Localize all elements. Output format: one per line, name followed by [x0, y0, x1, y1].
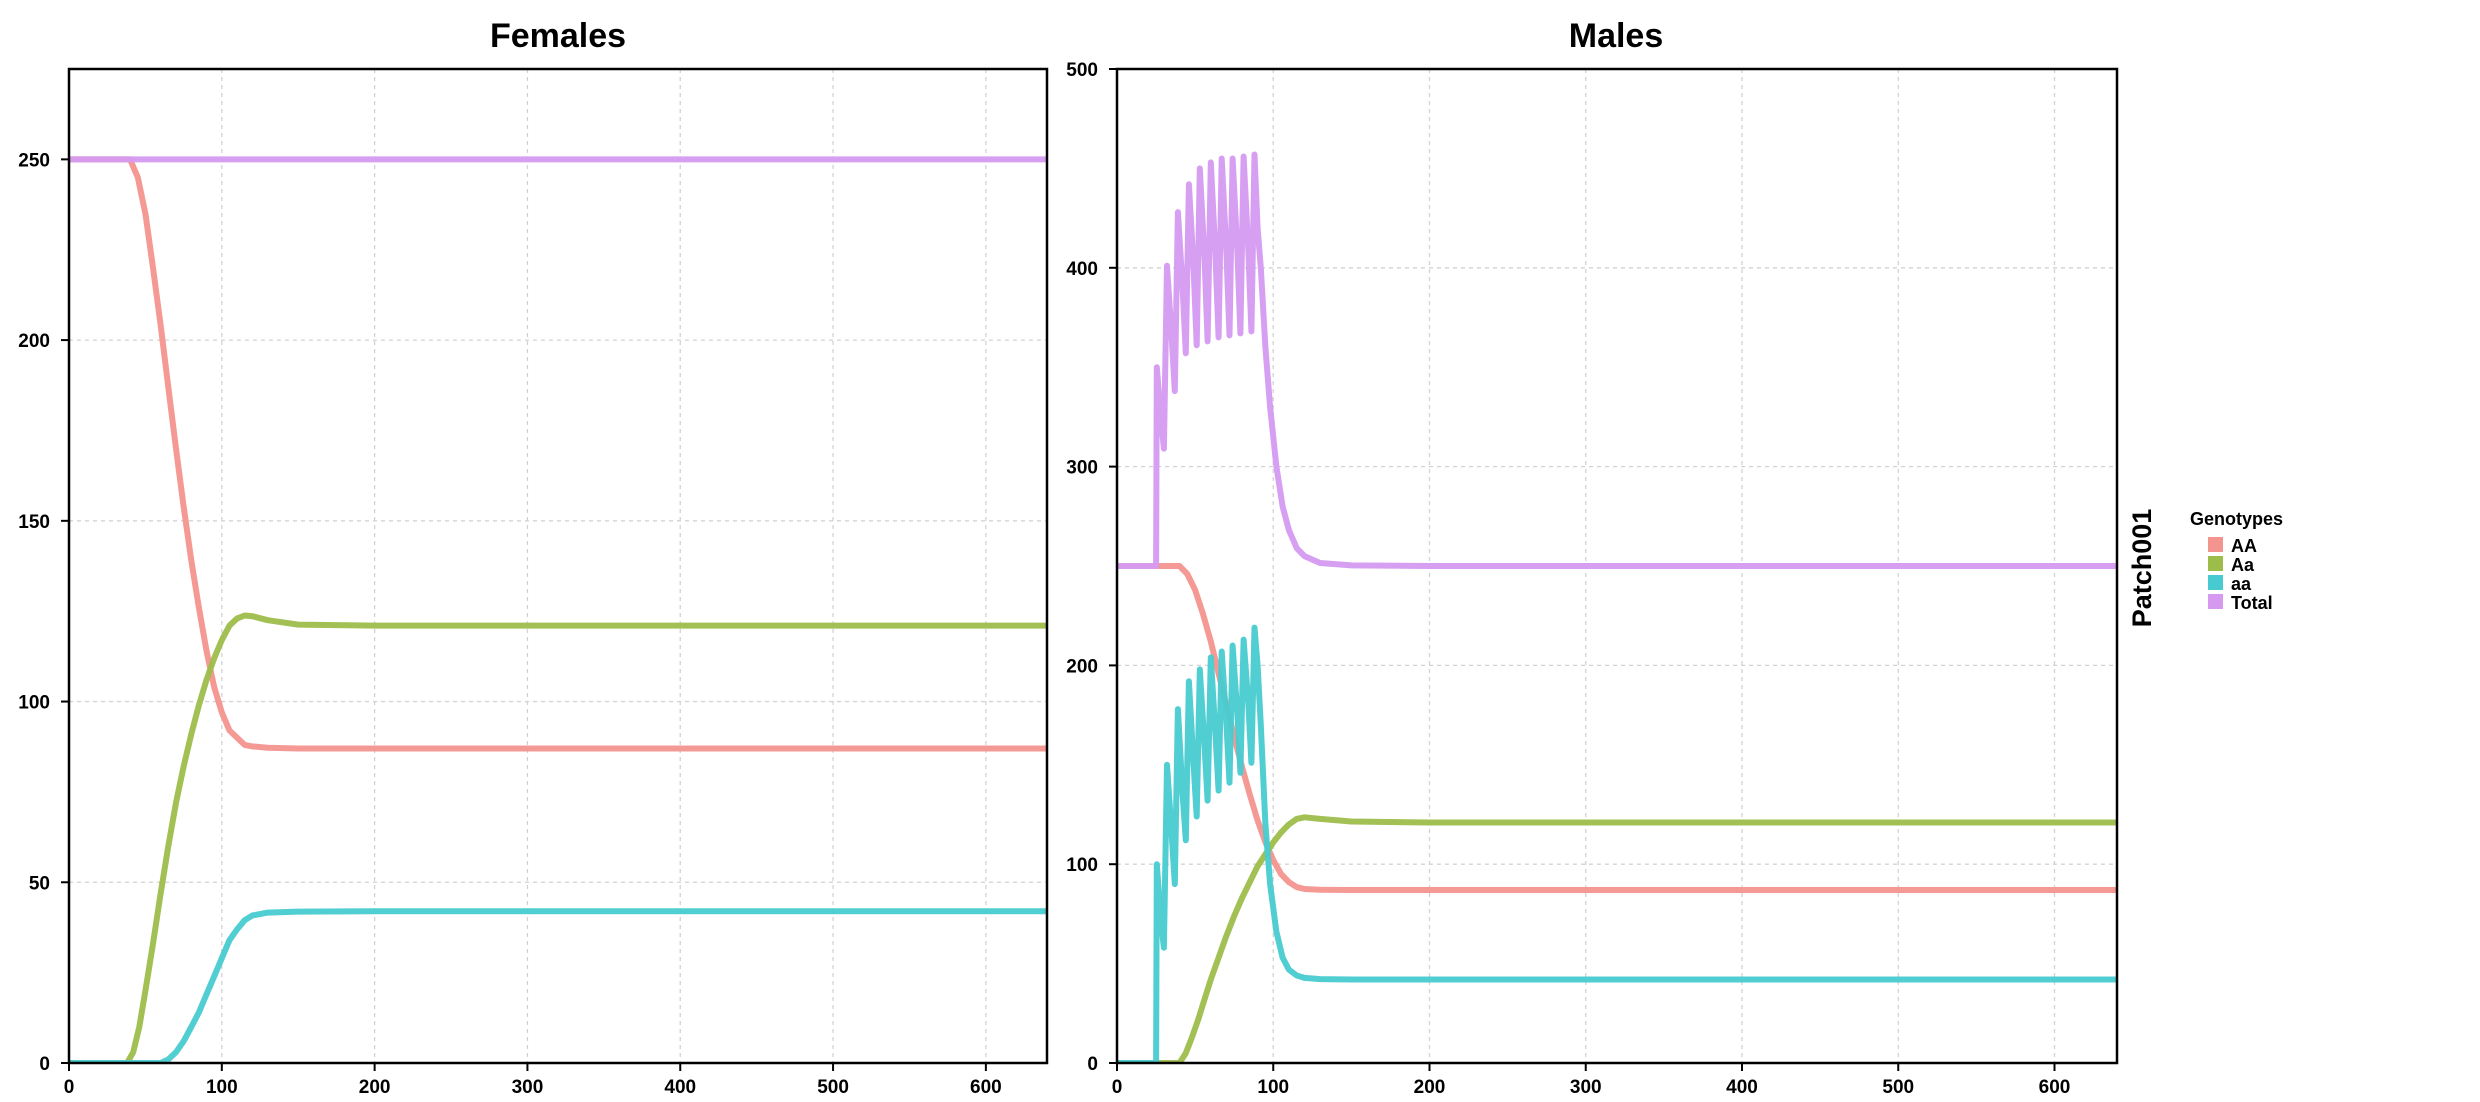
- males-series-group: [1117, 151, 2117, 1063]
- females-x-tick-label-0: 0: [64, 1077, 75, 1098]
- males-series-total-line: [1117, 151, 2117, 569]
- legend-label-Total: Total: [2231, 593, 2273, 613]
- females-y-tick-label-150: 150: [18, 512, 50, 533]
- legend-title: Genotypes: [2190, 509, 2283, 529]
- males-x-tick-label-600: 600: [2039, 1077, 2071, 1098]
- patch-strip-label: Patch001: [2127, 509, 2157, 628]
- females-x-tick-label-500: 500: [817, 1077, 849, 1098]
- females-x-tick-label-400: 400: [664, 1077, 696, 1098]
- legend-swatch-Total: [2208, 594, 2223, 609]
- legend-swatch-aa: [2208, 575, 2223, 590]
- males-panel-title: Males: [1569, 17, 1664, 55]
- females-y-tick-label-200: 200: [18, 331, 50, 352]
- males-series-aa-line: [1117, 624, 2117, 1063]
- females-series-aa-line: [69, 612, 1047, 1063]
- females-y-tick-label-50: 50: [29, 873, 50, 894]
- legend-swatch-AA: [2208, 537, 2223, 552]
- females-plot-frame: [67, 67, 1049, 1065]
- males-series-aa-line: [1117, 814, 2117, 1063]
- females-panel-title: Females: [490, 17, 626, 55]
- legend-item-heterozygous: Aa: [2208, 555, 2255, 575]
- males-y-tick-label-200: 200: [1066, 656, 1098, 677]
- males-series-aa-line: [1117, 563, 2117, 893]
- females-x-tick-label-600: 600: [970, 1077, 1002, 1098]
- legend: Genotypes AA Aa aa Total: [2190, 509, 2283, 613]
- legend-label-Aa: Aa: [2231, 555, 2255, 575]
- females-y-tick-label-250: 250: [18, 150, 50, 171]
- males-y-tick-label-100: 100: [1066, 855, 1098, 876]
- males-x-tick-label-0: 0: [1112, 1077, 1123, 1098]
- females-panel: Females 0 100 200 300 400 500 600 0 50 100 150 200 2…: [18, 17, 1049, 1098]
- females-series-aa-line: [69, 908, 1047, 1063]
- males-x-tick-label-300: 300: [1570, 1077, 1602, 1098]
- males-x-tick-label-200: 200: [1414, 1077, 1446, 1098]
- females-series-aa-line: [69, 156, 1047, 752]
- females-x-tick-label-300: 300: [512, 1077, 544, 1098]
- legend-label-aa: aa: [2231, 574, 2252, 594]
- males-plot-frame: [1115, 67, 2119, 1065]
- legend-item-recessive: aa: [2208, 574, 2252, 594]
- females-y-tick-label-0: 0: [39, 1054, 50, 1075]
- males-y-tick-label-400: 400: [1066, 259, 1098, 280]
- males-x-tick-label-500: 500: [1882, 1077, 1914, 1098]
- males-x-tick-label-400: 400: [1726, 1077, 1758, 1098]
- legend-item-total: Total: [2208, 593, 2273, 613]
- males-x-tick-label-100: 100: [1257, 1077, 1289, 1098]
- females-x-tick-label-100: 100: [206, 1077, 238, 1098]
- females-x-tick-label-200: 200: [359, 1077, 391, 1098]
- males-y-tick-label-300: 300: [1066, 458, 1098, 479]
- males-y-tick-label-500: 500: [1066, 60, 1098, 81]
- males-panel: Males 0 100 200 300 400 500 600 0 100 200 300 400 50…: [1066, 17, 2119, 1098]
- legend-label-AA: AA: [2231, 536, 2257, 556]
- females-y-tick-label-100: 100: [18, 693, 50, 714]
- males-y-tick-label-0: 0: [1087, 1054, 1098, 1075]
- legend-swatch-Aa: [2208, 556, 2223, 571]
- legend-item-aa-homozygous: AA: [2208, 536, 2257, 556]
- females-series-group: [69, 156, 1047, 1063]
